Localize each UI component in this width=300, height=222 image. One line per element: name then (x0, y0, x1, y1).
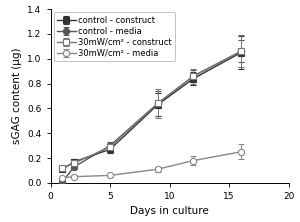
Y-axis label: sGAG content (µg): sGAG content (µg) (12, 48, 22, 144)
Legend: control - construct, control - media, 30mW/cm² - construct, 30mW/cm² - media: control - construct, control - media, 30… (54, 12, 175, 61)
X-axis label: Days in culture: Days in culture (130, 206, 209, 216)
